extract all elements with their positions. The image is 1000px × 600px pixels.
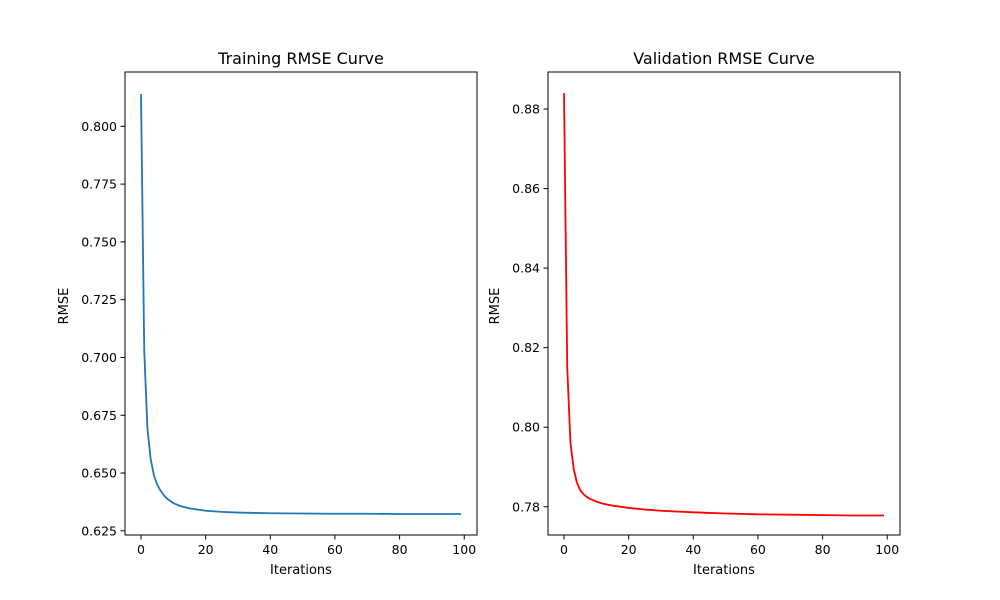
x-tick-label: 20 bbox=[198, 542, 214, 557]
plot-frame bbox=[124, 71, 478, 536]
x-tick-label: 0 bbox=[560, 542, 568, 557]
x-tick-label: 100 bbox=[452, 542, 476, 557]
x-tick-label: 80 bbox=[815, 542, 831, 557]
y-tick-label: 0.82 bbox=[512, 340, 540, 355]
y-tick-label: 0.800 bbox=[81, 119, 117, 134]
x-tick-label: 20 bbox=[621, 542, 637, 557]
validation-rmse-chart: Validation RMSE Curve Iterations RMSE 0 2… bbox=[488, 49, 901, 578]
y-tick-label: 0.675 bbox=[81, 408, 117, 423]
x-tick-label: 60 bbox=[327, 542, 343, 557]
series-line bbox=[140, 93, 461, 515]
x-tick-label: 80 bbox=[392, 542, 408, 557]
y-tick-label: 0.725 bbox=[81, 292, 117, 307]
plot-area: 0 20 40 60 80 100 0.78 0.80 0.82 0.84 0.86 0.88 bbox=[512, 93, 899, 557]
y-tick-label: 0.775 bbox=[81, 177, 117, 192]
y-axis-label: RMSE bbox=[488, 288, 503, 325]
plot-frame bbox=[547, 71, 901, 536]
x-axis-label: Iterations bbox=[270, 563, 332, 578]
y-tick-label: 0.80 bbox=[512, 420, 540, 435]
x-axis-label: Iterations bbox=[693, 563, 755, 578]
y-tick-label: 0.750 bbox=[81, 234, 117, 249]
x-tick-label: 100 bbox=[875, 542, 899, 557]
y-axis-label: RMSE bbox=[57, 288, 72, 325]
x-tick-label: 0 bbox=[137, 542, 145, 557]
y-tick-label: 0.84 bbox=[512, 261, 540, 276]
y-tick-label: 0.88 bbox=[512, 101, 540, 116]
y-tick-label: 0.650 bbox=[81, 466, 117, 481]
x-tick-label: 60 bbox=[750, 542, 766, 557]
training-rmse-chart: Training RMSE Curve Iterations RMSE 0 20 4… bbox=[57, 49, 478, 578]
y-tick-label: 0.78 bbox=[512, 499, 540, 514]
x-tick-label: 40 bbox=[262, 542, 278, 557]
chart-title: Training RMSE Curve bbox=[217, 49, 384, 68]
plot-area: 0 20 40 60 80 100 0.625 0.650 0.675 0.700 0.725 0.7… bbox=[81, 93, 476, 557]
chart-title: Validation RMSE Curve bbox=[633, 49, 815, 68]
x-tick-label: 40 bbox=[685, 542, 701, 557]
y-tick-label: 0.700 bbox=[81, 350, 117, 365]
y-tick-label: 0.86 bbox=[512, 181, 540, 196]
series-line bbox=[563, 93, 884, 517]
y-tick-label: 0.625 bbox=[81, 523, 117, 538]
